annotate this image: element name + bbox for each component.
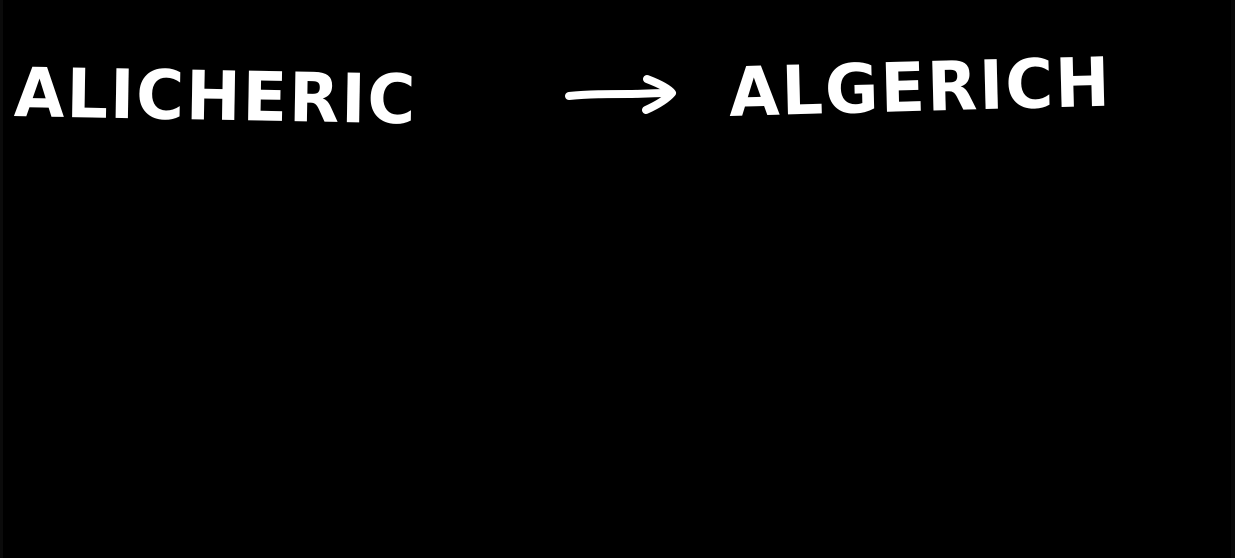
source-handwritten-word: ALICHERIC — [13, 54, 418, 141]
right-edge-shadow — [1231, 0, 1235, 558]
handwritten-transformation-line: ALICHERIC ALGERICH — [13, 43, 1128, 144]
target-handwritten-word: ALGERICH — [727, 43, 1113, 133]
left-edge-shadow — [0, 0, 3, 558]
right-arrow-icon — [565, 72, 677, 116]
